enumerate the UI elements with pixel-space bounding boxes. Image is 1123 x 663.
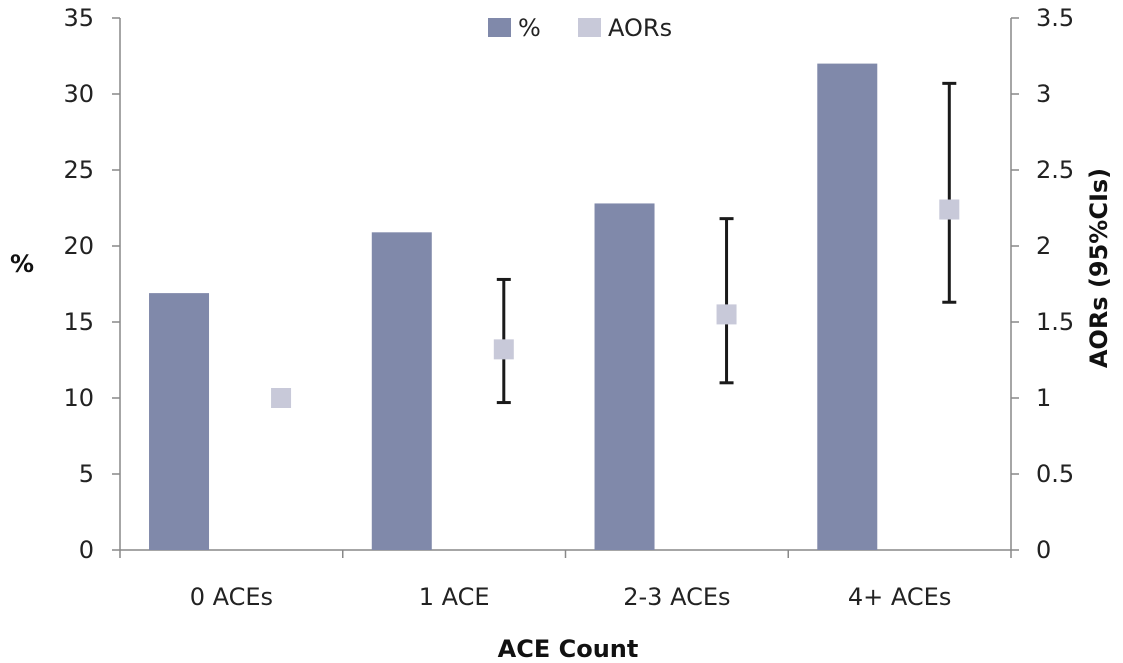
aor-point — [493, 339, 514, 360]
left-y-tick-label: 25 — [63, 156, 94, 184]
aor-point — [939, 199, 960, 220]
left-y-tick-label: 30 — [63, 80, 94, 108]
x-axis-title: ACE Count — [498, 635, 639, 663]
bar-percent — [817, 63, 878, 550]
right-y-tick-label: 1 — [1036, 384, 1051, 412]
right-y-tick-label: 3.5 — [1036, 4, 1074, 32]
legend: % AORs — [488, 14, 672, 42]
right-y-tick-label: 2 — [1036, 232, 1051, 260]
bar-percent — [149, 293, 210, 550]
legend-label-percent: % — [518, 14, 541, 42]
x-ticks: 0 ACEs 1 ACE 2-3 ACEs 4+ ACEs — [119, 550, 1012, 611]
x-category-label: 1 ACE — [419, 583, 490, 611]
right-y-tick-label: 0.5 — [1036, 460, 1074, 488]
aor-points-layer — [271, 81, 960, 408]
left-y-ticks: 0 5 10 15 20 25 30 35 — [63, 4, 120, 564]
right-y-ticks: 0 0.5 1 1.5 2 2.5 3 3.5 — [1011, 4, 1074, 564]
right-y-tick-label: 0 — [1036, 536, 1051, 564]
left-y-tick-label: 20 — [63, 232, 94, 260]
left-y-tick-label: 5 — [79, 460, 94, 488]
bars-layer — [149, 63, 878, 550]
x-category-label: 2-3 ACEs — [623, 583, 730, 611]
x-category-label: 0 ACEs — [190, 583, 273, 611]
legend-swatch-aors — [578, 18, 601, 37]
aor-point — [271, 388, 292, 408]
x-category-label: 4+ ACEs — [848, 583, 951, 611]
legend-label-aors: AORs — [608, 14, 672, 42]
y-axis-left-title: % — [10, 250, 34, 278]
aor-point — [716, 304, 737, 325]
left-y-tick-label: 15 — [63, 308, 94, 336]
left-y-tick-label: 35 — [63, 4, 94, 32]
left-y-tick-label: 0 — [79, 536, 94, 564]
bar-percent — [371, 232, 432, 550]
axes-layer: 0 5 10 15 20 25 30 35 0 0.5 1 1.5 2 2.5 3 3.5 0 ACEs 1 … — [63, 4, 1074, 611]
right-y-tick-label: 3 — [1036, 80, 1051, 108]
left-y-tick-label: 10 — [63, 384, 94, 412]
bar-percent — [594, 203, 655, 550]
legend-swatch-percent — [488, 18, 511, 37]
y-axis-right-title: AORs (95%CIs) — [1085, 168, 1113, 368]
right-y-tick-label: 1.5 — [1036, 308, 1074, 336]
right-y-tick-label: 2.5 — [1036, 156, 1074, 184]
